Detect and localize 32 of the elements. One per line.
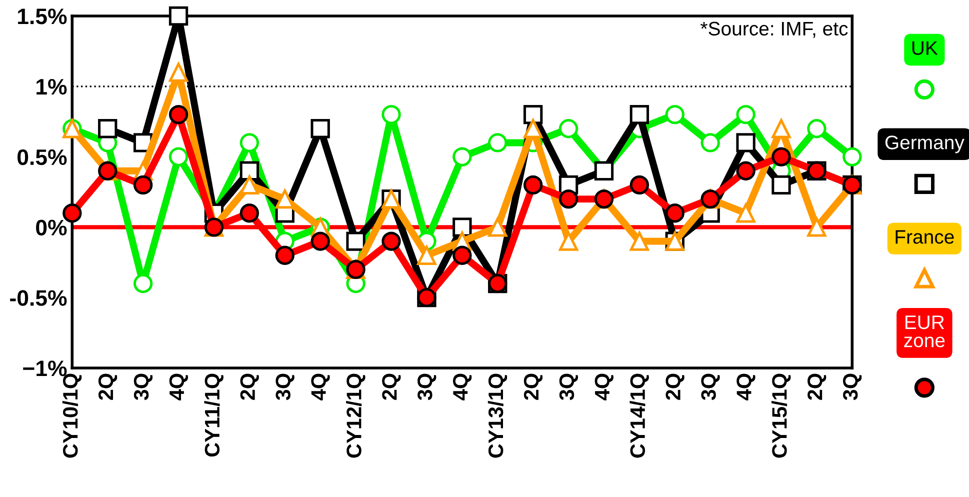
- x-tick-label: 2Q: [524, 374, 543, 400]
- text: EUR zone: [904, 316, 945, 348]
- x-tick-label: CY12/1Q: [346, 374, 366, 458]
- x-tick-label: CY11/1Q: [204, 374, 224, 457]
- annotation: *Source: IMF, etc: [700, 22, 848, 38]
- x-tick-label: 3Q: [559, 374, 578, 400]
- x-tick-label: 4Q: [452, 374, 472, 400]
- x-tick-label: CY13/1Q: [488, 374, 508, 458]
- x-tick-label: 3Q: [134, 374, 153, 400]
- x-tick-label: 3Q: [418, 374, 436, 400]
- x-tick-label: CY14/1Q: [630, 374, 649, 458]
- text: UK: [912, 41, 938, 55]
- y-tick-label: -0.5%: [10, 290, 67, 306]
- x-tick-label: 2Q: [240, 374, 259, 400]
- y-tick-label: 0%: [36, 220, 67, 236]
- series-label: Germany: [885, 136, 964, 154]
- x-tick-label: 3Q: [701, 374, 720, 400]
- x-tick-label: 2Q: [98, 374, 118, 400]
- x-tick-label: 2Q: [666, 374, 684, 400]
- x-tick-label: CY15/1Q: [772, 374, 791, 458]
- x-tick-label: 4Q: [736, 374, 756, 400]
- text: France: [896, 230, 954, 244]
- x-tick-label: 2Q: [382, 374, 401, 400]
- x-tick-label: 4Q: [169, 374, 188, 400]
- x-tick-label: 3Q: [276, 374, 294, 400]
- x-tick-label: 4Q: [594, 374, 614, 400]
- y-tick-label: 0.5%: [18, 149, 67, 166]
- x-tick-label: 3Q: [842, 374, 862, 400]
- x-tick-label: 4Q: [311, 374, 330, 400]
- y-tick-label: 1%: [36, 78, 67, 95]
- y-tick-label: 1.5%: [18, 8, 67, 24]
- x-tick-label: 2Q: [808, 374, 826, 400]
